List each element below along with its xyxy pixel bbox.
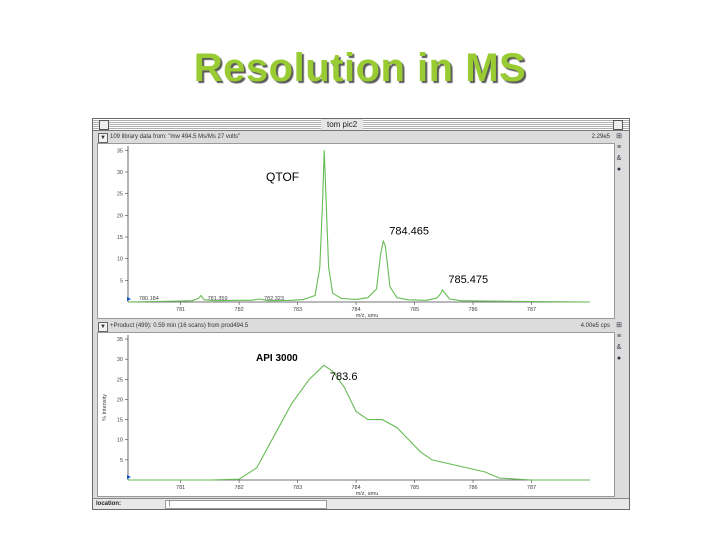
list-icon[interactable]: ≡ — [616, 144, 622, 151]
ampersand-icon[interactable]: & — [616, 344, 622, 351]
window-titlebar[interactable]: tom pic2 — [93, 119, 629, 131]
y-tick-label: 35 — [117, 337, 123, 343]
status-location-label: location: — [96, 501, 121, 507]
x-tick-label: 786 — [468, 485, 477, 491]
y-tick-label: 10 — [117, 438, 123, 444]
bottom-pane-scale: 4.00e5 cps — [580, 323, 610, 329]
spectrum-trace — [127, 150, 591, 303]
y-tick-label: 20 — [117, 397, 123, 403]
x-tick-label: 783 — [293, 307, 302, 313]
top-pane-info: 109 library data from: "mw 494.5 Ms/Ms 2… — [110, 134, 241, 140]
x-tick-label: 784 — [351, 485, 360, 491]
bottom-plot-area[interactable]: 5 10 15 20 25 30 35 781 782 783 784 785 786 787 m/z, a… — [97, 332, 615, 497]
slide-title: Resolution in MS — [193, 46, 527, 90]
chart-icon[interactable]: ⊞ — [616, 322, 622, 329]
x-axis-label: m/z, amu — [356, 491, 379, 496]
minor-peak-label: 781.359 — [208, 296, 228, 302]
x-tick-label: 781 — [176, 307, 185, 313]
x-tick-label: 785 — [410, 307, 419, 313]
list-icon[interactable]: ≡ — [616, 333, 622, 340]
status-bar: location: | — [93, 498, 629, 509]
peak-annotation: 785.475 — [448, 274, 488, 286]
top-pane-header: ▼ 109 library data from: "mw 494.5 Ms/Ms… — [96, 132, 626, 143]
x-tick-label: 784 — [351, 307, 360, 313]
status-location-field[interactable] — [165, 500, 327, 509]
top-plot-area[interactable]: 5 10 15 20 25 30 35 781 782 783 784 785 786 787 m/z, a… — [97, 143, 615, 319]
y-tick-label: 20 — [117, 213, 123, 219]
spectrum-trace — [128, 364, 590, 481]
y-tick-label: 15 — [117, 235, 123, 241]
x-tick-label: 787 — [527, 307, 536, 313]
y-axis-label: % Intensity — [102, 394, 108, 421]
peak-annotation: 784.465 — [389, 225, 429, 237]
y-tick-label: 25 — [117, 192, 123, 198]
x-tick-label: 783 — [293, 485, 302, 491]
y-tick-label: 5 — [120, 278, 123, 284]
peak-annotation: 783.455 — [330, 144, 370, 146]
window-title: tom pic2 — [321, 119, 364, 130]
y-tick-label: 15 — [117, 418, 123, 424]
api3000-chart: 5 10 15 20 25 30 35 781 782 783 784 785 786 787 m/z, a… — [102, 335, 590, 496]
x-tick-label: 782 — [235, 307, 244, 313]
y-tick-label: 25 — [117, 377, 123, 383]
axis-marker-icon — [127, 475, 131, 479]
qtof-chart: 5 10 15 20 25 30 35 781 782 783 784 785 786 787 m/z, a… — [117, 144, 591, 318]
top-pane-scale: 2.29e5 — [591, 134, 610, 140]
ampersand-icon[interactable]: & — [616, 155, 622, 162]
peak-annotation: 783.6 — [330, 371, 358, 383]
bottom-pane-header: ▼ +Product (499): 0.59 min (16 scans) fr… — [96, 321, 626, 332]
menu-triangle-icon[interactable]: ▼ — [98, 322, 108, 332]
y-tick-label: 5 — [120, 458, 123, 464]
x-tick-label: 786 — [468, 307, 477, 313]
status-location-value: | — [169, 501, 171, 507]
x-tick-label: 787 — [527, 485, 536, 491]
y-tick-label: 30 — [117, 357, 123, 363]
y-tick-label: 10 — [117, 257, 123, 263]
axis-marker-icon — [127, 297, 131, 301]
minor-peak-label: 782.323 — [264, 296, 284, 302]
x-tick-label: 781 — [176, 485, 185, 491]
spectrum-window: tom pic2 ▼ 109 library data from: "mw 49… — [92, 118, 630, 510]
instrument-label: QTOF — [266, 170, 299, 184]
x-axis-label: m/z, amu — [356, 313, 379, 318]
top-pane-tools: ⊞ ≡ & ● — [615, 133, 625, 177]
y-tick-label: 30 — [117, 170, 123, 176]
bottom-pane-tools: ⊞ ≡ & ● — [615, 322, 625, 366]
lock-icon[interactable]: ● — [616, 166, 622, 173]
y-tick-label: 35 — [117, 148, 123, 154]
instrument-label: API 3000 — [256, 353, 298, 364]
lock-icon[interactable]: ● — [616, 355, 622, 362]
chart-icon[interactable]: ⊞ — [616, 133, 622, 140]
menu-triangle-icon[interactable]: ▼ — [98, 133, 108, 143]
close-box-icon[interactable] — [99, 120, 109, 130]
bottom-pane-info: +Product (499): 0.59 min (16 scans) from… — [110, 323, 249, 329]
zoom-box-icon[interactable] — [613, 120, 623, 130]
x-tick-label: 782 — [235, 485, 244, 491]
minor-peak-label: 780.184 — [139, 296, 159, 302]
x-tick-label: 785 — [410, 485, 419, 491]
